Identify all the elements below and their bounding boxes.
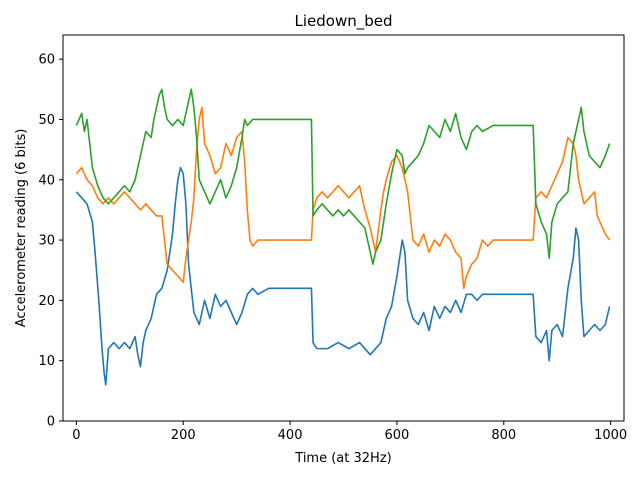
y-tick-label: 10 xyxy=(38,354,55,369)
chart-title: Liedown_bed xyxy=(295,12,393,31)
y-axis: 0 10 20 30 40 50 60 xyxy=(38,53,63,430)
x-tick-label: 400 xyxy=(278,428,303,443)
y-tick-label: 20 xyxy=(38,294,55,309)
x-tick-label: 1000 xyxy=(594,428,627,443)
series-layer xyxy=(75,88,611,386)
series-green-line xyxy=(75,88,611,265)
y-axis-label: Accelerometer reading (6 bits) xyxy=(14,129,29,328)
plot-frame xyxy=(62,34,625,422)
x-tick-label: 800 xyxy=(491,428,516,443)
x-tick-label: 0 xyxy=(72,428,80,443)
x-axis-label: Time (at 32Hz) xyxy=(294,451,391,466)
x-tick-label: 200 xyxy=(171,428,196,443)
x-tick-label: 600 xyxy=(385,428,410,443)
y-tick-label: 50 xyxy=(38,113,55,128)
y-tick-label: 0 xyxy=(47,415,55,430)
series-blue-line xyxy=(75,166,611,386)
y-tick-label: 60 xyxy=(38,53,55,68)
y-tick-label: 40 xyxy=(38,173,55,188)
x-axis: 0 200 400 600 800 1000 xyxy=(72,421,627,443)
y-tick-label: 30 xyxy=(38,234,55,249)
series-orange-line xyxy=(75,106,611,290)
